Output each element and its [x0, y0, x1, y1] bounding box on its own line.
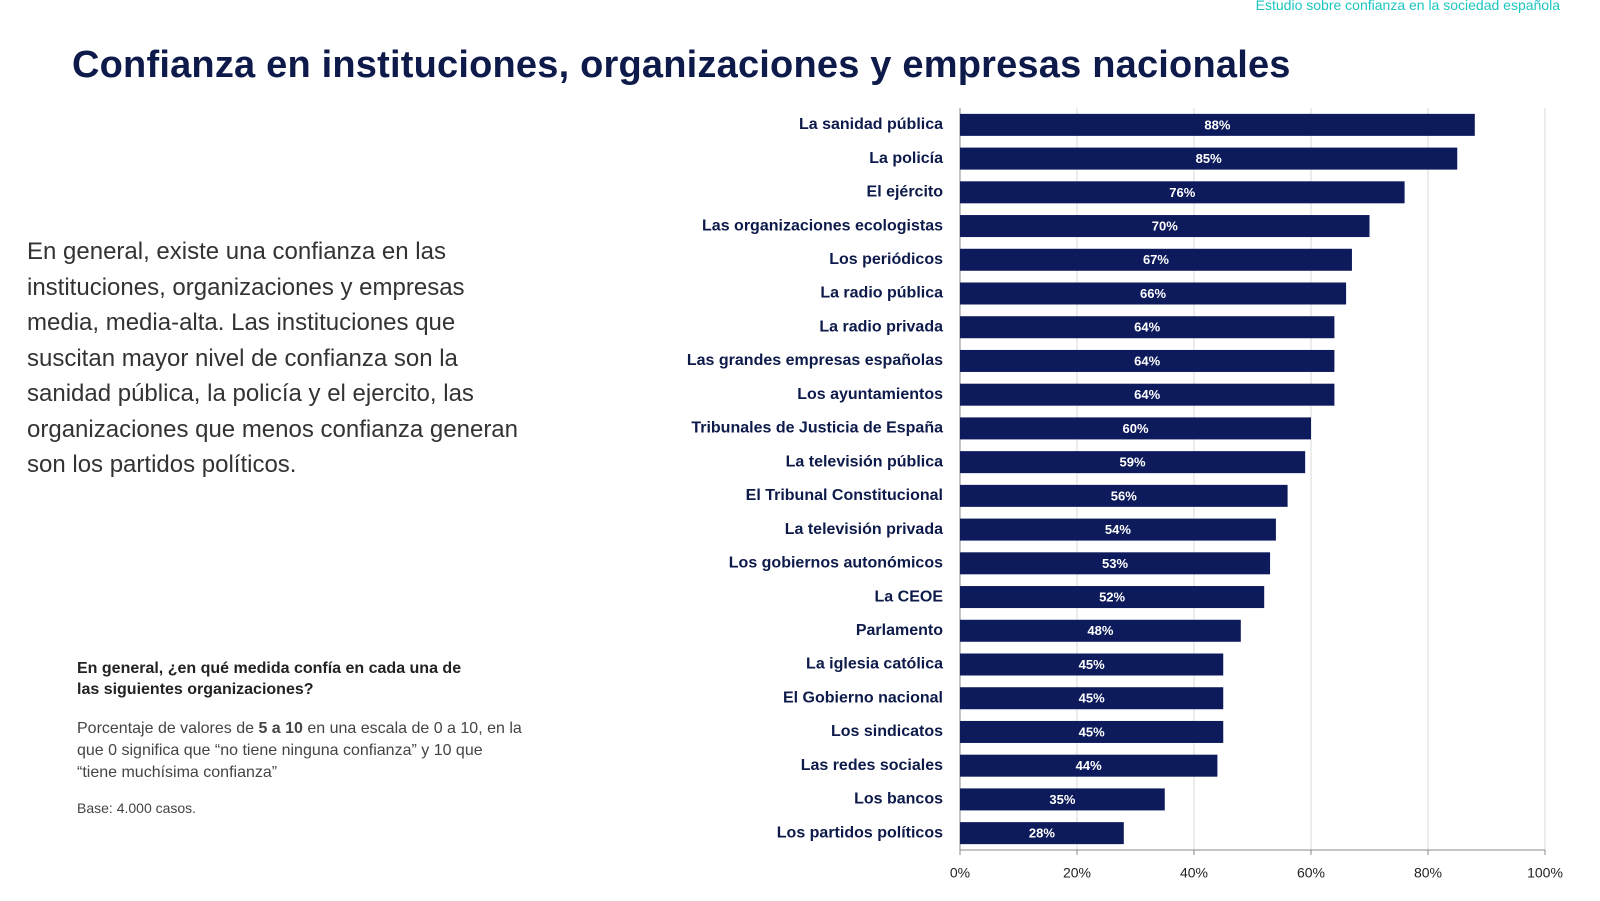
question-line: las siguientes organizaciones?: [77, 681, 314, 698]
bar: [960, 349, 1335, 372]
bar: [960, 147, 1458, 170]
category-label: La televisión privada: [785, 521, 943, 538]
bar: [960, 720, 1224, 743]
bar: [960, 316, 1335, 339]
value-label: 52%: [1099, 589, 1125, 604]
description-text: en una escala de 0 a 10, en la que 0 sig…: [77, 720, 522, 781]
bar: [960, 451, 1306, 474]
category-label: La iglesia católica: [806, 656, 943, 673]
bar: [960, 822, 1124, 845]
value-label: 88%: [1204, 117, 1230, 132]
body-line: media, media-alta. Las instituciones que: [27, 309, 456, 336]
bar: [960, 788, 1165, 811]
value-label: 44%: [1076, 758, 1102, 773]
value-label: 66%: [1140, 286, 1166, 301]
bar: [960, 113, 1475, 136]
value-label: 35%: [1049, 792, 1075, 807]
bar: [960, 383, 1335, 406]
description-text: Porcentaje de valores de: [77, 720, 259, 737]
value-label: 53%: [1102, 556, 1128, 571]
x-tick-label: 40%: [1180, 865, 1208, 881]
category-label: Los ayuntamientos: [797, 386, 943, 403]
value-label: 28%: [1029, 826, 1055, 841]
bar: [960, 417, 1311, 440]
bar: [960, 653, 1224, 676]
category-label: La CEOE: [875, 588, 944, 605]
category-label: El Tribunal Constitucional: [746, 487, 943, 504]
category-label: Los sindicatos: [831, 723, 943, 740]
description: Porcentaje de valores de 5 a 10 en una e…: [77, 718, 522, 784]
body-line: sanidad pública, la policía y el ejercit…: [27, 380, 474, 407]
category-label: La sanidad pública: [799, 116, 943, 133]
value-label: 67%: [1143, 252, 1169, 267]
category-label: La policía: [869, 150, 943, 167]
value-label: 59%: [1120, 455, 1146, 470]
category-label: Los periódicos: [829, 251, 943, 268]
category-label: Los bancos: [854, 791, 943, 808]
x-tick-label: 60%: [1297, 865, 1325, 881]
question-line: En general, ¿en qué medida confía en cad…: [77, 660, 462, 677]
category-label: La radio pública: [820, 285, 943, 302]
bar: [960, 484, 1288, 507]
value-label: 64%: [1134, 353, 1160, 368]
category-label: La radio privada: [819, 318, 943, 335]
body-line: En general, existe una confianza en las: [27, 238, 446, 265]
bar: [960, 586, 1265, 609]
x-tick-label: 100%: [1527, 865, 1563, 881]
bar: [960, 687, 1224, 710]
category-label: Las grandes empresas españolas: [687, 352, 943, 369]
value-label: 60%: [1122, 421, 1148, 436]
bar: [960, 282, 1347, 305]
category-label: Los gobiernos autonómicos: [729, 555, 943, 572]
category-label: La televisión pública: [786, 453, 943, 470]
category-label: Las redes sociales: [801, 757, 943, 774]
value-label: 64%: [1134, 320, 1160, 335]
description-bold: 5 a 10: [258, 720, 303, 737]
category-label: Tribunales de Justicia de España: [691, 420, 943, 437]
base-note: Base: 4.000 casos.: [77, 800, 197, 816]
value-label: 85%: [1196, 151, 1222, 166]
value-label: 45%: [1079, 724, 1105, 739]
bar: [960, 248, 1352, 271]
category-label: El ejército: [867, 184, 944, 201]
value-label: 45%: [1079, 657, 1105, 672]
body-line: organizaciones que menos confianza gener…: [27, 415, 519, 443]
body-text: En general, existe una confianza en las i…: [27, 234, 518, 483]
bar: [960, 754, 1218, 777]
value-label: 56%: [1111, 488, 1137, 503]
value-label: 76%: [1169, 185, 1195, 200]
body-line: suscitan mayor nivel de confianza son la: [27, 344, 458, 372]
value-label: 70%: [1152, 218, 1178, 233]
category-label: El Gobierno nacional: [783, 689, 943, 706]
value-label: 64%: [1134, 387, 1160, 402]
category-label: Los partidos políticos: [777, 824, 943, 841]
bar: [960, 619, 1241, 642]
slide-title: Confianza en instituciones, organizacion…: [72, 44, 1291, 86]
x-tick-label: 80%: [1414, 865, 1442, 881]
x-tick-label: 20%: [1063, 865, 1091, 881]
bar: [960, 518, 1276, 541]
value-label: 45%: [1079, 691, 1105, 706]
value-label: 54%: [1105, 522, 1131, 537]
category-label: Las organizaciones ecologistas: [702, 217, 943, 234]
body-line: instituciones, organizaciones y empresas: [27, 273, 465, 301]
value-label: 48%: [1087, 623, 1113, 638]
study-name: Estudio sobre confianza en la sociedad e…: [1255, 0, 1560, 13]
bar: [960, 552, 1271, 575]
x-tick-label: 0%: [950, 865, 970, 881]
category-label: Parlamento: [856, 622, 943, 639]
bar: [960, 181, 1405, 204]
bar: [960, 215, 1370, 238]
question: En general, ¿en qué medida confía en cad…: [77, 658, 461, 700]
body-line: son los partidos políticos.: [27, 451, 297, 478]
